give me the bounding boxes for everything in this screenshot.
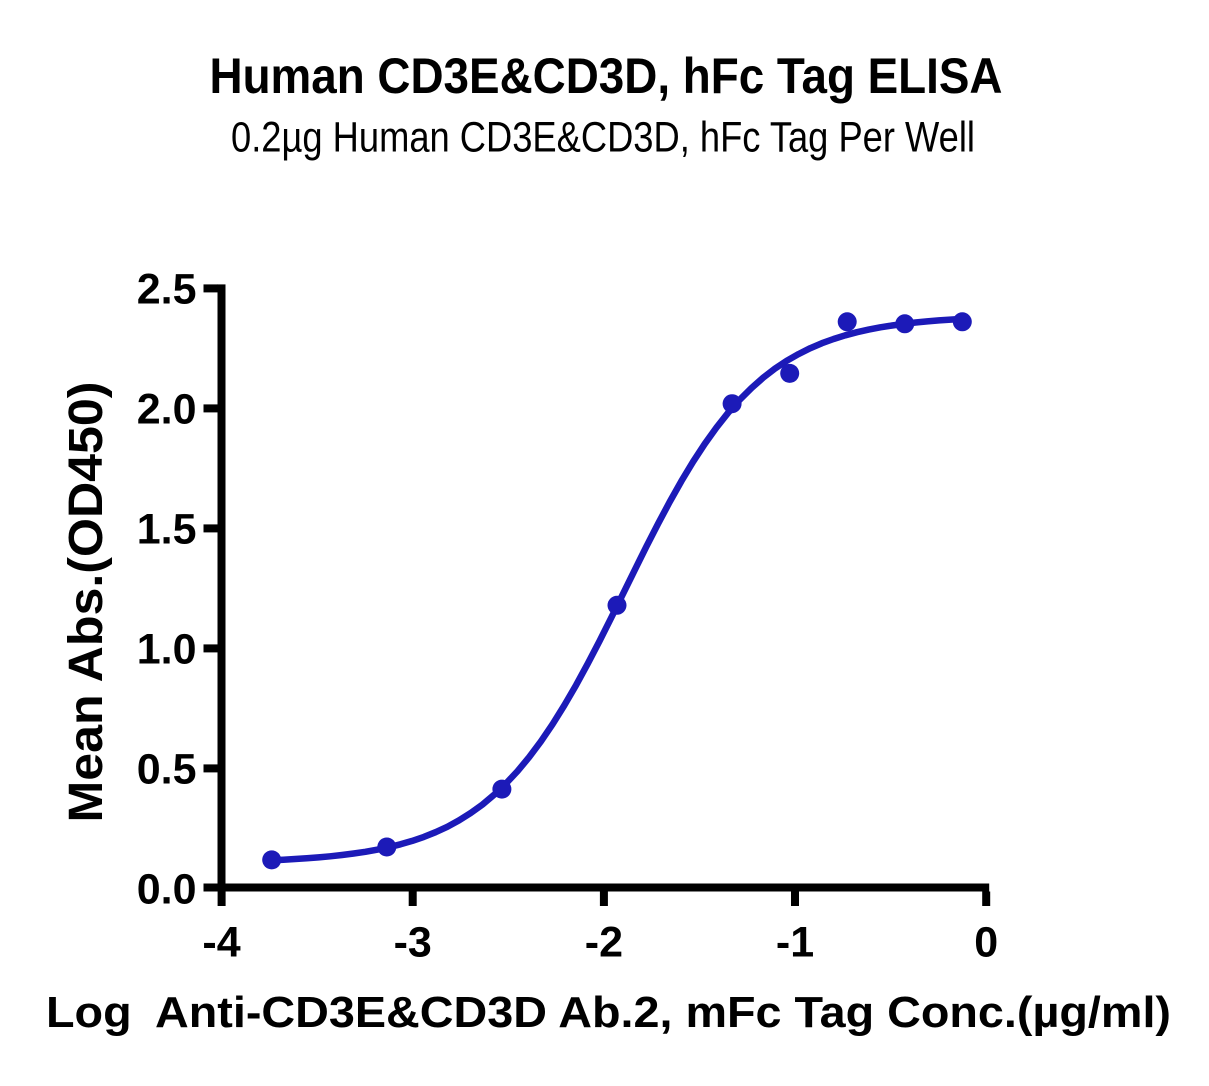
svg-text:0: 0: [974, 919, 998, 967]
svg-text:2.5: 2.5: [137, 266, 197, 314]
svg-text:2.0: 2.0: [137, 386, 197, 434]
svg-text:1.0: 1.0: [137, 626, 197, 674]
svg-text:0.5: 0.5: [137, 746, 197, 794]
svg-text:-2: -2: [585, 919, 623, 967]
svg-text:1.5: 1.5: [137, 506, 197, 554]
svg-text:0.0: 0.0: [137, 866, 197, 914]
svg-text:Human CD3E&CD3D, hFc Tag ELISA: Human CD3E&CD3D, hFc Tag ELISA: [210, 48, 1003, 104]
svg-text:Log Anti-CD3E&CD3D Ab.2, mFc T: Log Anti-CD3E&CD3D Ab.2, mFc Tag Conc.(µ…: [46, 988, 1171, 1037]
svg-text:-3: -3: [394, 919, 432, 967]
svg-text:Mean Abs.(OD450): Mean Abs.(OD450): [60, 382, 113, 823]
svg-text:-4: -4: [202, 919, 240, 967]
svg-text:-1: -1: [776, 919, 814, 967]
svg-text:0.2µg Human CD3E&CD3D, hFc Tag: 0.2µg Human CD3E&CD3D, hFc Tag Per Well: [231, 114, 975, 162]
